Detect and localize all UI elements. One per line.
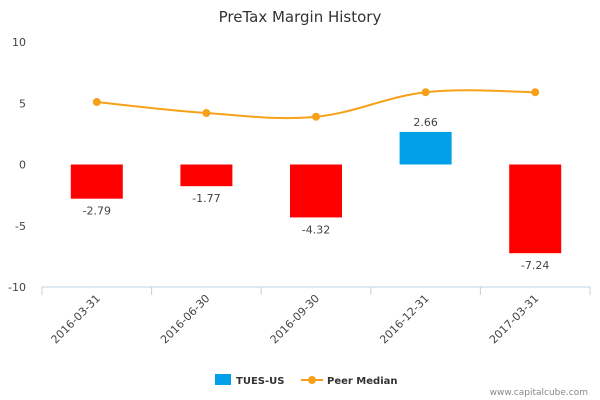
peer-median-point[interactable] <box>421 88 430 97</box>
bars <box>70 131 562 254</box>
y-axis-ticks: 10 5 0 -5 -10 <box>8 36 26 294</box>
bar-value-label: 2.66 <box>413 116 438 129</box>
peer-median-point[interactable] <box>312 112 320 121</box>
y-tick-label: 5 <box>19 97 26 110</box>
bar-2016-12-31[interactable] <box>399 131 452 165</box>
y-tick-label: 10 <box>12 36 26 49</box>
x-tick-label: 2017-03-31 <box>487 292 541 346</box>
x-tick-label: 2016-12-31 <box>377 292 431 346</box>
legend-label-peer-median: Peer Median <box>327 376 398 387</box>
peer-median-point[interactable] <box>531 88 540 97</box>
legend-label-tues-us: TUES-US <box>236 376 284 387</box>
x-tick-label: 2016-06-30 <box>158 292 212 346</box>
bar-value-label: -4.32 <box>302 223 330 236</box>
y-tick-label: 0 <box>19 159 26 172</box>
chart-title: PreTax Margin History <box>219 8 382 26</box>
x-tick-label: 2016-09-30 <box>268 292 322 346</box>
watermark: www.capitalcube.com <box>490 388 588 398</box>
x-axis: 2016-03-31 2016-06-30 2016-09-30 2016-12-31… <box>41 286 591 346</box>
bar-2016-09-30[interactable] <box>290 164 342 218</box>
bar-2017-03-31[interactable] <box>509 164 562 254</box>
bar-2016-06-30[interactable] <box>180 164 233 187</box>
bar-value-label: -7.24 <box>521 259 549 272</box>
legend[interactable]: TUES-US Peer Median <box>215 374 398 387</box>
legend-marker-peer-median <box>308 376 316 384</box>
peer-median-point[interactable] <box>92 98 101 107</box>
bar-value-label: -2.79 <box>83 205 111 218</box>
peer-median-series <box>92 88 540 121</box>
bar-labels: -2.79 -1.77 -4.32 2.66 -7.24 <box>83 116 550 272</box>
bar-2016-03-31[interactable] <box>70 164 123 199</box>
y-tick-label: -10 <box>8 281 26 294</box>
legend-swatch-tues-us <box>215 374 231 385</box>
bar-value-label: -1.77 <box>192 192 220 205</box>
peer-median-point[interactable] <box>202 109 211 118</box>
x-tick-label: 2016-03-31 <box>49 292 103 346</box>
y-tick-label: -5 <box>15 220 26 233</box>
